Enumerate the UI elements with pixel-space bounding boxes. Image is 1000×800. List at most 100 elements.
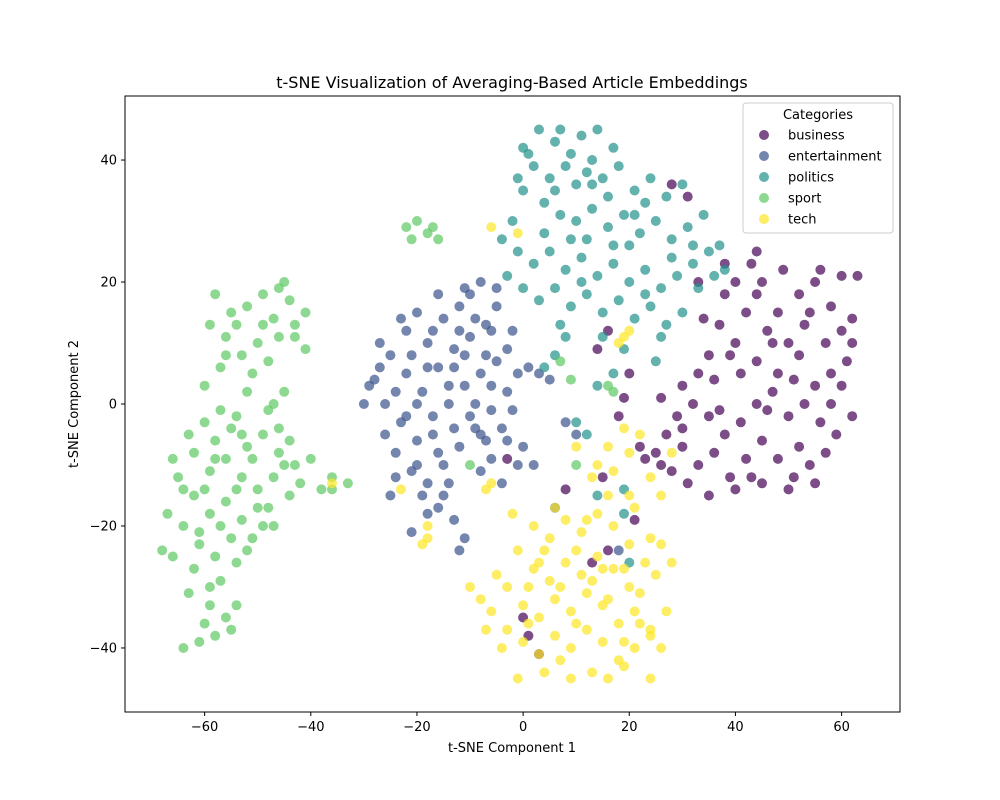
scatter-point [502,453,513,464]
scatter-point [757,435,767,446]
scatter-point [502,624,513,635]
scatter-point [555,319,566,330]
scatter-point [258,319,268,330]
scatter-point [677,441,688,452]
scatter-point [210,551,221,562]
scatter-point [645,472,656,483]
scatter-point [178,484,189,495]
scatter-point [433,447,444,458]
scatter-point [231,319,242,330]
scatter-point [215,521,226,531]
scatter-point [486,380,497,391]
scatter-point [762,325,773,336]
x-axis-label: t-SNE Component 1 [448,741,576,756]
scatter-point [634,228,645,239]
scatter-point [603,191,613,202]
scatter-point [199,380,210,391]
scatter-point [512,368,523,379]
scatter-point [576,130,587,141]
scatter-point [215,405,226,416]
legend-item-politics: politics [759,171,834,186]
scatter-point [242,301,253,312]
scatter-point [640,289,651,300]
scatter-point [268,521,279,531]
scatter-point [475,368,486,379]
legend-entries: business entertainment politics sport tech [759,129,882,228]
scatter-point [571,618,582,629]
scatter-point [289,319,300,330]
scatter-point [412,307,422,318]
scatter-point [682,222,693,233]
scatter-point [210,453,221,464]
scatter-point [518,636,529,647]
scatter-point [571,441,582,452]
scatter-point [502,270,513,281]
scatter-point [491,283,502,294]
scatter-point [385,350,396,361]
scatter-point [592,270,603,281]
legend-label: sport [788,192,821,207]
scatter-point [523,618,534,629]
scatter-point [390,447,401,458]
scatter-point [587,667,598,678]
scatter-point [470,399,481,409]
scatter-point [656,490,667,501]
scatter-point [847,411,858,422]
scatter-point [592,508,603,519]
scatter-point [327,478,337,489]
scatter-point [300,307,311,318]
scatter-point [189,563,199,574]
scatter-point [560,264,571,275]
scatter-point [608,142,619,153]
scatter-point [581,167,592,178]
scatter-point [762,405,773,416]
scatter-point [581,234,592,245]
scatter-point [714,319,725,330]
legend-item-entertainment: entertainment [759,150,882,165]
scatter-point [289,331,300,342]
scatter-point [810,380,821,391]
scatter-point [592,460,603,470]
scatter-point [788,472,799,483]
scatter-point [544,246,555,257]
scatter-point [284,295,295,306]
scatter-point [194,636,205,647]
scatter-point [565,673,576,684]
scatter-point [539,362,550,373]
scatter-point [645,630,656,641]
scatter-point [226,307,237,318]
scatter-point [401,325,412,336]
scatter-point [210,289,221,300]
scatter-point [316,484,327,495]
scatter-point [486,606,497,617]
scatter-point [401,368,412,379]
scatter-point [491,569,502,580]
scatter-point [624,582,635,592]
scatter-point [783,484,794,495]
scatter-point [534,557,544,568]
scatter-point [433,502,444,513]
scatter-point [162,508,173,519]
scatter-point [666,466,677,477]
legend-title: Categories [783,108,853,123]
scatter-point [443,399,454,409]
scatter-point [528,258,539,269]
scatter-point [247,453,258,464]
scatter-point [364,380,375,391]
scatter-point [449,423,460,434]
scatter-point [534,295,544,306]
scatter-point [544,575,555,586]
scatter-point [475,594,486,605]
scatter-point [528,460,539,470]
scatter-point [565,374,576,385]
scatter-point [236,429,247,440]
scatter-point [247,368,258,379]
scatter-point [512,228,523,239]
scatter-point [581,514,592,525]
scatter-point [523,148,534,159]
scatter-point [666,447,677,458]
scatter-point [677,423,688,434]
legend-item-sport: sport [759,192,821,207]
scatter-point [268,399,279,409]
scatter-point [204,508,215,519]
